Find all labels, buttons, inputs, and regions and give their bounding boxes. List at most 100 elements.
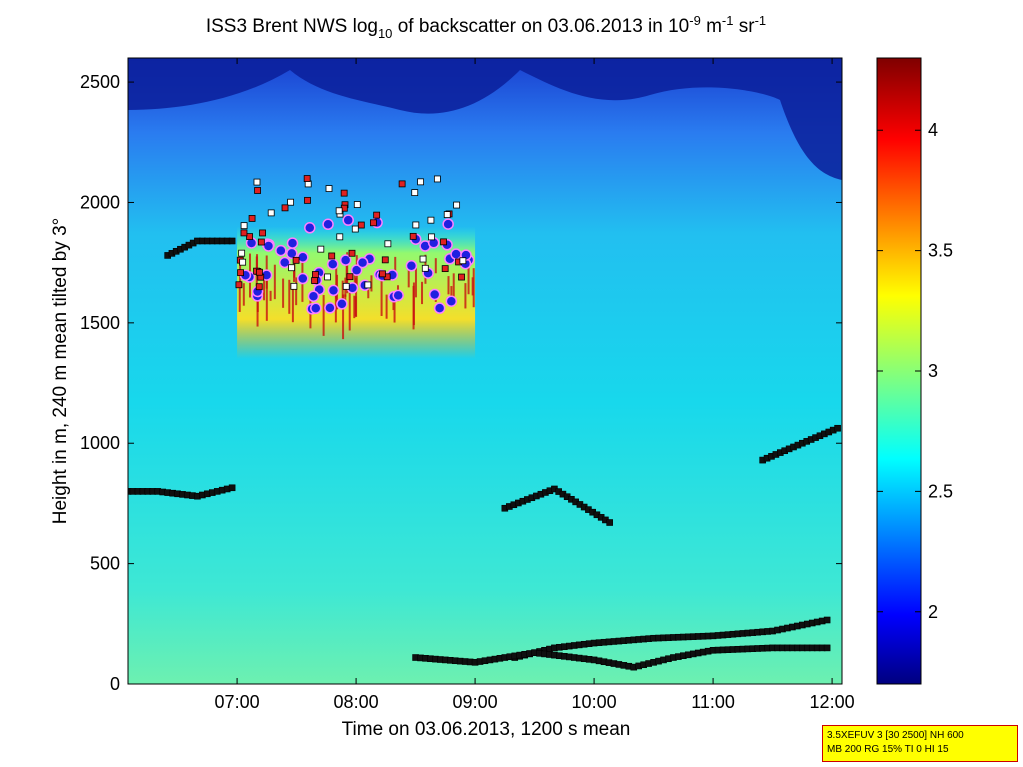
info-box: 3.5XEFUV 3 [30 2500] NH 600 MB 200 RG 15… [822,725,1018,762]
x-tick-label: 11:00 [691,692,735,712]
cloud-streak [238,281,241,312]
y-tick-label: 1000 [80,433,120,453]
cloud-streak [256,254,259,273]
cloud-square-marker [411,189,419,197]
cloud-streak [346,252,349,294]
cloud-square-marker [412,221,420,229]
cloud-square-marker [379,270,386,278]
y-tick-label: 1500 [80,313,120,333]
cloud-marker [442,218,454,230]
cloud-square-marker [328,252,336,260]
layer-markers [128,237,841,671]
cloud-marker [339,254,352,266]
cloud-marker [297,272,309,285]
cloud-streak [385,294,388,319]
cloud-square-marker [240,222,248,230]
cloud-square-marker [292,256,300,264]
dark-upper-region [128,58,842,180]
cloud-marker [304,222,316,234]
cloud-streak [282,278,285,308]
cloud-streak [354,296,357,317]
cloud-marker [327,284,340,297]
cloud-square-marker [340,189,348,197]
cloud-streak [334,285,337,323]
y-tick-label: 2000 [80,192,120,212]
layer-marker-layer-1850 [228,237,236,245]
cloud-streak [348,292,351,331]
cloud-streak [353,295,356,319]
cloud-marker [286,247,298,260]
cloud-marker [322,218,334,231]
cloud-square-marker [311,277,318,284]
cloud-square-marker [254,187,261,194]
cloud-streak [263,275,266,301]
cloud-square-marker [398,180,406,188]
x-tick-label: 12:00 [810,692,855,712]
layer-marker-layer-800 [228,484,236,492]
cloud-square-marker [453,201,461,209]
cloud-square-marker [290,282,298,290]
cloud-streak [472,268,475,308]
colorbar-tick-label: 4 [928,120,938,140]
layer-marker-layer-ridge [606,519,613,526]
cloud-square-marker [440,238,447,246]
heatmap-background [128,58,842,684]
cloud-square-marker [257,238,265,246]
cloud-square-marker [428,233,435,241]
cloud-square-marker [346,273,354,281]
cloud-square-marker [384,240,392,248]
cloud-square-marker [370,219,377,227]
cloud-square-marker [303,175,311,182]
plot-area [128,58,842,684]
chart-title: ISS3 Brent NWS log10 of backscatter on 0… [206,13,766,41]
cloud-streak [414,267,417,298]
cloud-streak [412,282,415,326]
cloud-streak [273,264,276,300]
cloud-square-marker [351,225,359,233]
cloud-streak [380,279,383,316]
colorbar-tick-label: 2.5 [928,481,953,501]
cloud-streak [341,280,344,310]
cloud-square-marker [348,249,356,257]
cloud-marker [342,214,354,226]
x-tick-label: 07:00 [215,692,260,712]
cloud-streak [342,294,345,340]
cloud-marker [262,240,275,252]
cloud-streak [452,273,455,299]
cloud-square-marker [304,196,311,204]
layer-marker-layer-1000 [834,424,841,432]
cloud-streak [256,295,259,312]
cloud-square-marker [256,268,263,276]
cloud-square-marker [259,229,266,237]
cloud-region [235,175,476,359]
cloud-square-marker [342,282,350,290]
cloud-square-marker [235,281,243,289]
cloud-square-marker [248,215,256,222]
y-tick-label: 0 [110,674,120,694]
cloud-streak [265,277,268,321]
cloud-square-marker [281,204,289,212]
cloud-square-marker [324,273,331,281]
cloud-marker [405,260,418,272]
cloud-streak [288,279,291,314]
y-axis-label: Height in m, 240 m mean tilted by 3° [50,218,71,524]
colorbar [876,57,922,685]
cloud-square-marker [357,221,365,229]
cloud-streak [471,277,474,296]
y-tick-label: 2500 [80,72,120,92]
cloud-square-marker [459,257,467,265]
cloud-streak [242,283,245,306]
cloud-streak [467,254,470,295]
cloud-square-marker [419,255,427,263]
cloud-marker [433,302,446,314]
cloud-streak [407,267,410,288]
cloud-streak [322,295,325,336]
cloud-marker [392,289,404,302]
cloud-streak [291,284,294,323]
cloud-square-marker [441,265,449,273]
cloud-square-marker [255,283,263,291]
cloud-streak [393,295,396,323]
cloud-square-marker [421,264,429,272]
cloud-square-marker [433,175,441,183]
cloud-square-marker [443,211,451,218]
